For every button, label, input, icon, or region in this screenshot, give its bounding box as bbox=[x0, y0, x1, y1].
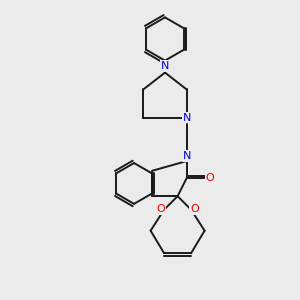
Text: N: N bbox=[161, 61, 169, 71]
Text: O: O bbox=[156, 204, 165, 214]
Text: N: N bbox=[182, 112, 191, 123]
Text: N: N bbox=[182, 151, 191, 161]
Text: O: O bbox=[206, 173, 214, 183]
Text: O: O bbox=[190, 204, 199, 214]
